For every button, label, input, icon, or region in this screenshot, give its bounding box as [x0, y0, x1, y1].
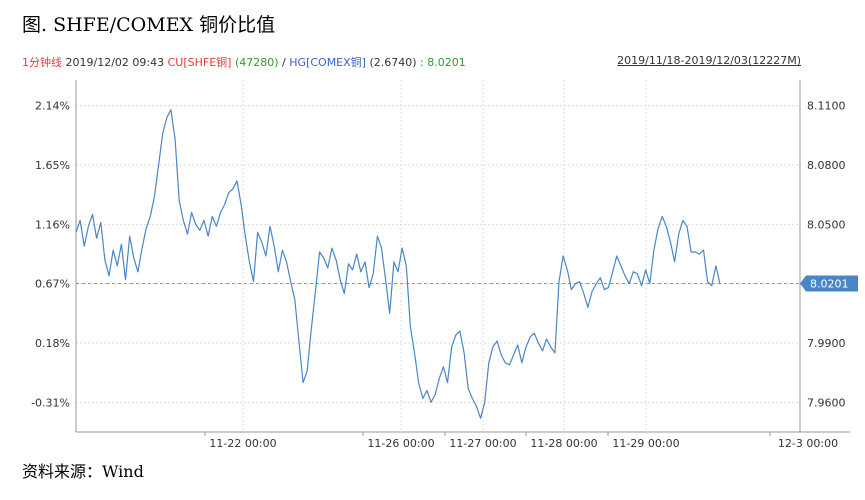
- legend-cu-name: CU[SHFE铜]: [167, 56, 232, 69]
- x-tick-label: 11-29 00:00: [612, 437, 679, 450]
- x-tick-label: 12-3 00:00: [778, 437, 838, 450]
- ratio-series-line: [75, 109, 721, 419]
- legend-datetime: 2019/12/02 09:43: [65, 56, 165, 69]
- series: [75, 109, 721, 419]
- y-right-tick-label: 7.9600: [807, 396, 846, 409]
- y-left-tick-label: 2.14%: [35, 100, 70, 113]
- grid: [76, 80, 800, 432]
- source-note: 资料来源：Wind: [22, 462, 144, 481]
- legend-ratio: : 8.0201: [420, 56, 466, 69]
- price-ratio-chart: 8.11002.14%8.08001.65%8.05001.16%8.02000…: [31, 80, 858, 450]
- y-left-tick-label: 1.16%: [35, 218, 70, 231]
- legend-cu-value: (47280): [234, 56, 279, 69]
- last-value-label: 8.0201: [810, 277, 849, 290]
- axes: [75, 80, 850, 436]
- y-left-tick-label: -0.31%: [31, 396, 70, 409]
- chart-legend: 1分钟线 2019/12/02 09:43 CU[SHFE铜] (47280) …: [22, 54, 466, 70]
- y-right-tick-label: 8.1100: [807, 100, 846, 113]
- chart-title: 图. SHFE/COMEX 铜价比值: [22, 14, 276, 36]
- tick-labels: 8.11002.14%8.08001.65%8.05001.16%8.02000…: [31, 100, 845, 450]
- x-tick-label: 11-28 00:00: [530, 437, 597, 450]
- y-left-tick-label: 0.67%: [35, 278, 70, 291]
- y-right-tick-label: 7.9900: [807, 337, 846, 350]
- date-range-link[interactable]: 2019/11/18-2019/12/03(12227M): [617, 54, 801, 67]
- y-right-tick-label: 8.0500: [807, 218, 846, 231]
- legend-interval: 1分钟线: [22, 56, 62, 69]
- last-value-badge: 8.0201: [76, 275, 858, 292]
- legend-separator: /: [282, 56, 286, 69]
- last-value-badge-shape: [800, 275, 858, 292]
- y-right-tick-label: 8.0800: [807, 159, 846, 172]
- legend-hg-value: (2.6740): [369, 56, 417, 69]
- y-left-tick-label: 1.65%: [35, 159, 70, 172]
- y-left-tick-label: 0.18%: [35, 337, 70, 350]
- x-tick-label: 11-26 00:00: [367, 437, 434, 450]
- legend-hg-name: HG[COMEX铜]: [289, 56, 366, 69]
- x-tick-label: 11-22 00:00: [209, 437, 276, 450]
- x-tick-label: 11-27 00:00: [449, 437, 516, 450]
